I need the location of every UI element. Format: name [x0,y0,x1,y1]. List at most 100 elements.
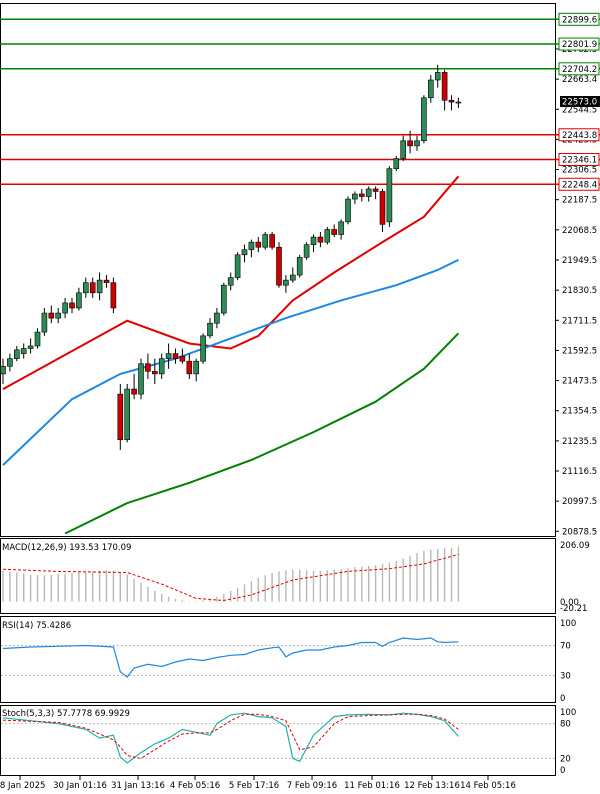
candle-body [400,140,407,159]
current-price-box [560,96,600,107]
candle-body [393,158,400,169]
rsi-tick-label: 70 [560,642,571,652]
price-tick-label: 22663.4 [562,75,597,85]
level-label: 22704.2 [562,65,597,75]
candle-body [124,388,130,441]
candle-body [221,284,227,314]
candle-body [76,292,82,309]
candle-body [407,140,413,147]
macd-zero-value: 0.00 [560,598,579,608]
level-label: 22899.6 [562,15,597,25]
price-tick-label: 22306.5 [562,166,597,176]
level-label-box [558,153,600,167]
macd-bottom-value: -20.21 [560,604,587,614]
candle-body [83,282,89,294]
candle-body [441,72,448,101]
time-tick-label: 28 Jan 2025 [0,781,45,791]
price-tick-label: 21235.5 [562,437,597,447]
candle-body [158,358,165,375]
candle-body [193,360,199,375]
candle-body [48,312,55,319]
time-tick-label: 14 Feb 05:16 [460,781,516,791]
stoch-tick-label: 80 [560,720,571,730]
ma-blue-line [2,259,459,466]
candle-body [276,246,282,286]
rsi-panel: 100 70 30 0 [1,619,576,704]
macd-panel [2,546,460,602]
candle-body [262,234,269,248]
level-label-box [558,62,600,76]
candle-body [386,168,393,223]
candle-body [96,279,103,294]
moving-averages [2,175,460,535]
candle-body [62,302,68,314]
ma-green-line [64,332,460,535]
macd-signal-line [2,553,459,602]
candle-body [207,322,213,337]
level-label: 22248.4 [562,180,597,190]
level-label: 22801.9 [562,40,597,50]
candle-body [0,365,6,375]
candle-body [379,191,386,225]
candle-body [434,72,441,81]
candlestick-series [0,64,462,450]
candle-body [338,221,344,235]
stoch-panel-frame [0,705,556,776]
candle-body [414,140,420,147]
current-price-tag: 22573.0 [560,96,600,108]
candle-body [310,236,317,245]
candle-body [248,241,255,251]
candle-body [186,360,193,375]
candle-body [138,363,144,395]
rsi-tick-label: 30 [560,672,571,682]
candle-body [331,229,338,235]
candle-body [227,277,234,286]
price-tick-label: 21354.5 [562,407,597,417]
candle-body [303,244,310,258]
candle-body [110,282,117,309]
candle-body [234,254,241,278]
level-label-box [558,37,600,51]
candle-body [269,234,275,248]
candle-body [289,274,296,281]
candle-body [214,312,220,324]
candle-body [283,279,289,286]
price-tick-label: 22068.5 [562,226,597,236]
candle-body [103,279,110,283]
price-tick-label: 22187.5 [562,196,597,206]
candle-body [241,249,248,256]
candle-body [352,193,358,200]
candle-body [131,388,137,395]
time-tick-label: 7 Feb 09:16 [287,781,337,791]
time-tick-label: 11 Feb 01:16 [344,781,400,791]
support-resistance-levels: 22899.6 22801.9 22704.2 22443.8 22346.1 22248… [0,12,600,191]
current-price-label: 22573.0 [562,98,597,108]
rsi-tick-label: 0 [560,694,565,704]
candle-body [55,312,62,319]
candle-body [7,358,13,367]
rsi-tick-label: 100 [560,619,576,629]
candle-body [345,198,351,223]
ma-red-line [2,175,460,390]
candle-body [69,302,75,309]
macd-label: MACD(12,26,9) 193.53 170.09 [2,543,131,553]
level-label-box [558,177,600,191]
candle-body [152,371,158,375]
rsi-panel-frame [0,616,556,703]
level-label-box [558,128,600,142]
stoch-tick-label: 100 [560,708,576,718]
level-label-box [558,12,600,26]
candle-body [324,229,331,243]
price-tick-label: 20997.5 [562,497,597,507]
stoch-panel: 100 80 20 0 [1,708,576,776]
price-tick-label: 21949.5 [562,256,597,266]
candle-body [165,353,172,359]
candle-body [89,282,96,294]
stoch-label: Stoch(5,3,3) 57.7778 69.9929 [2,709,130,719]
candle-body [365,188,372,197]
stoch-tick-label: 20 [560,754,571,764]
price-tick-label: 21711.5 [562,316,597,326]
price-tick-label: 21473.5 [562,377,597,387]
candle-body [41,312,48,333]
